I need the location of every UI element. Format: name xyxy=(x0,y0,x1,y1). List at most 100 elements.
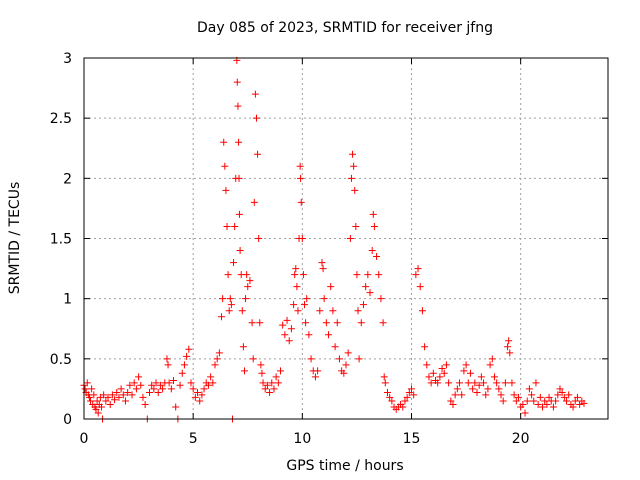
data-point xyxy=(246,277,254,285)
data-point xyxy=(88,385,96,393)
data-point xyxy=(249,355,257,363)
data-point xyxy=(490,373,498,381)
data-point xyxy=(379,319,387,327)
data-point xyxy=(482,391,490,399)
data-point xyxy=(359,301,367,309)
data-point xyxy=(576,401,584,409)
y-tick-label: 2 xyxy=(63,171,72,187)
data-point xyxy=(386,393,394,401)
data-point xyxy=(342,361,350,369)
data-point xyxy=(302,319,310,327)
data-point xyxy=(320,295,328,303)
data-point xyxy=(580,399,588,407)
data-point xyxy=(106,401,114,409)
data-point xyxy=(290,301,298,309)
data-point xyxy=(434,379,442,387)
data-point xyxy=(305,331,313,339)
data-point xyxy=(104,393,112,401)
data-point xyxy=(532,379,540,387)
data-point xyxy=(377,295,385,303)
data-point xyxy=(331,343,339,351)
data-point xyxy=(351,186,359,194)
data-point xyxy=(410,391,418,399)
axis-ticks xyxy=(83,57,608,420)
data-point xyxy=(165,379,173,387)
data-point xyxy=(373,253,381,261)
chart-title: Day 085 of 2023, SRMTID for receiver jfn… xyxy=(197,20,493,36)
data-point xyxy=(221,162,229,170)
data-point xyxy=(347,174,355,182)
data-point xyxy=(353,271,361,279)
data-point xyxy=(418,307,426,315)
data-point xyxy=(456,379,464,387)
x-tick-label: 20 xyxy=(512,431,530,447)
data-point xyxy=(266,389,274,397)
data-point xyxy=(281,331,289,339)
data-point xyxy=(117,385,125,393)
x-tick-label: 15 xyxy=(403,431,421,447)
data-point xyxy=(218,313,226,321)
data-point xyxy=(243,271,251,279)
data-point xyxy=(235,174,243,182)
data-point xyxy=(477,373,485,381)
data-point xyxy=(427,379,435,387)
data-point xyxy=(256,319,264,327)
data-point xyxy=(196,397,204,405)
data-point xyxy=(414,265,422,273)
data-point xyxy=(235,138,243,146)
data-point xyxy=(291,271,299,279)
data-point xyxy=(480,379,488,387)
data-point xyxy=(445,379,453,387)
data-point xyxy=(268,379,276,387)
data-point xyxy=(252,114,260,122)
data-point xyxy=(242,295,250,303)
data-point xyxy=(230,259,238,267)
data-point xyxy=(530,397,538,405)
data-point xyxy=(325,331,333,339)
data-point xyxy=(541,397,549,405)
data-point xyxy=(558,389,566,397)
data-point xyxy=(471,379,479,387)
data-point xyxy=(349,150,357,158)
data-point xyxy=(296,162,304,170)
data-point xyxy=(200,385,208,393)
data-point xyxy=(226,295,234,303)
data-point xyxy=(257,361,265,369)
data-point xyxy=(180,361,188,369)
x-tick-label: 10 xyxy=(293,431,311,447)
data-point xyxy=(554,391,562,399)
data-point xyxy=(364,271,372,279)
data-point xyxy=(514,393,522,401)
data-point xyxy=(294,307,302,315)
data-point xyxy=(292,265,300,273)
data-point xyxy=(250,198,258,206)
data-point xyxy=(316,307,324,315)
data-point xyxy=(298,235,306,242)
data-point xyxy=(135,373,143,381)
data-point xyxy=(311,373,319,381)
data-point xyxy=(236,247,244,255)
data-point xyxy=(368,247,376,255)
data-point xyxy=(539,403,546,411)
data-point xyxy=(176,381,184,389)
data-point xyxy=(121,397,129,405)
data-point xyxy=(211,361,219,369)
data-point xyxy=(139,393,147,401)
data-point xyxy=(172,403,180,411)
data-point xyxy=(484,385,492,393)
data-point xyxy=(259,379,267,387)
data-point xyxy=(239,343,247,351)
data-point xyxy=(301,301,309,309)
data-point xyxy=(183,352,191,360)
data-point xyxy=(442,361,450,369)
data-point xyxy=(466,369,474,377)
data-point xyxy=(102,397,110,405)
data-point xyxy=(178,369,186,377)
data-point xyxy=(225,307,233,315)
data-point xyxy=(573,393,581,401)
data-point xyxy=(369,210,377,218)
data-point xyxy=(451,391,459,399)
data-point xyxy=(263,381,271,389)
data-point xyxy=(333,319,341,327)
data-point xyxy=(366,289,374,297)
